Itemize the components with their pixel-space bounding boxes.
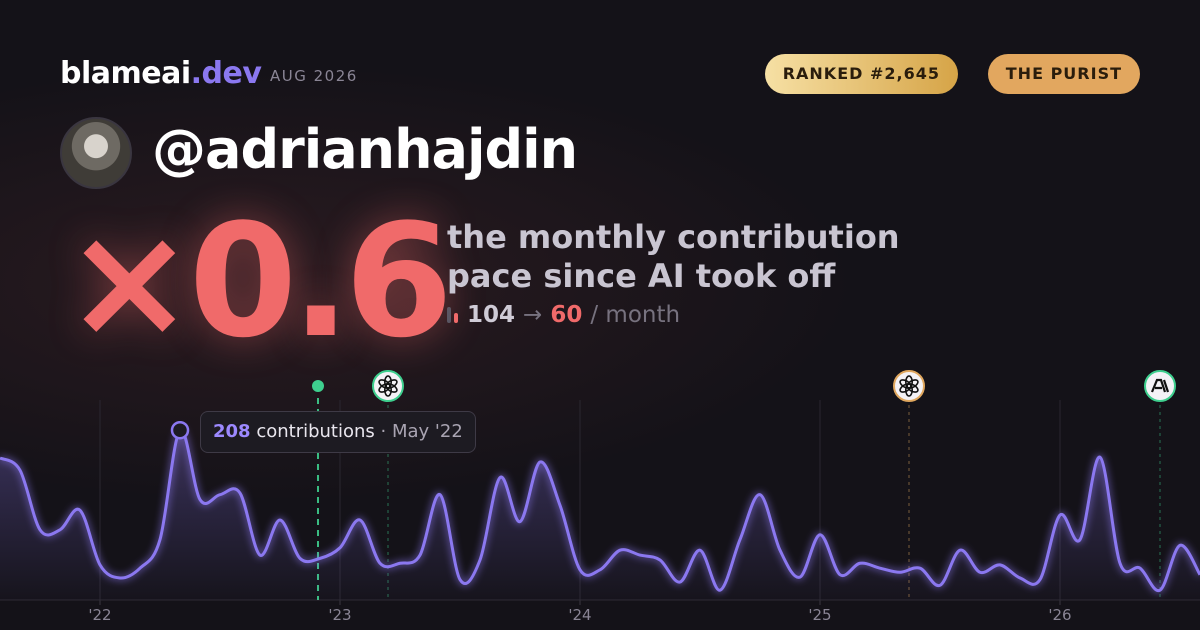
brand: blameai.dev [60, 56, 262, 91]
x-tick-label: '26 [1048, 606, 1071, 624]
description: the monthly contribution pace since AI t… [447, 218, 900, 296]
pace-glyph [447, 307, 458, 323]
multiplier: ×0.6 [64, 190, 453, 372]
event-dot [312, 380, 324, 392]
after: 60 [550, 302, 583, 328]
brand-suffix: .dev [190, 56, 262, 91]
avatar [60, 117, 132, 189]
persona-badge: THE PURIST [987, 54, 1140, 94]
area [0, 429, 1200, 600]
tooltip: 208 contributions · May '22 [200, 411, 476, 453]
description-line: pace since AI took off [447, 257, 836, 295]
brand-name: blameai [60, 56, 191, 91]
event-icon [899, 379, 912, 389]
pace: 104 → 60 / month [447, 302, 680, 328]
x-tick-label: '23 [328, 606, 351, 624]
event-badge [893, 370, 925, 402]
description-line: the monthly contribution [447, 218, 900, 256]
before: 104 [467, 302, 516, 328]
x-tick-label: '22 [88, 606, 111, 624]
line [0, 428, 1200, 593]
tooltip-value: 208 [213, 421, 251, 442]
period: AUG 2026 [270, 67, 358, 85]
event-badge [372, 370, 404, 402]
event-badge [1144, 370, 1176, 402]
rank-badge: RANKED #2,645 [764, 54, 958, 94]
event-icon [1150, 378, 1170, 393]
event-icon [378, 379, 391, 389]
x-tick-label: '24 [568, 606, 591, 624]
tooltip-separator: · [380, 421, 387, 442]
highlight-point [170, 420, 190, 440]
tooltip-label: contributions [256, 421, 375, 442]
arrow: → [523, 302, 543, 328]
handle: @adrianhajdin [152, 118, 578, 181]
tooltip-date: May '22 [391, 421, 463, 442]
x-tick-label: '25 [808, 606, 831, 624]
unit: / month [590, 302, 681, 328]
